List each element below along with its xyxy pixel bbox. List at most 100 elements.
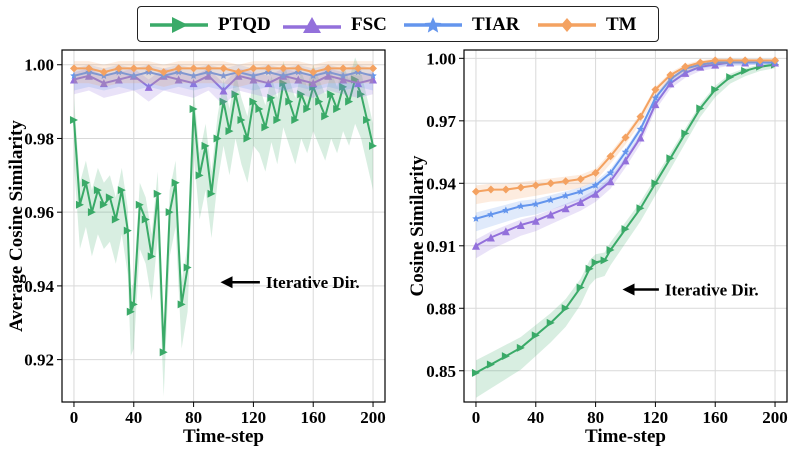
chart0-point-tm [249, 64, 258, 73]
chart1-point-fsc [531, 216, 540, 225]
chart1-point-ptqd [516, 343, 525, 352]
chart0-point-tm [354, 64, 363, 73]
chart0-point-ptqd [111, 215, 120, 224]
chart0-point-tm [309, 68, 318, 77]
chart1-point-ptqd [606, 245, 615, 254]
chart0-point-ptqd [69, 116, 78, 125]
legend-label-tm: TM [606, 14, 637, 35]
chart1-x-axis-label: Time-step [585, 426, 666, 447]
chart0-annotation-arrow-head [220, 276, 233, 289]
chart1-point-tm [711, 56, 720, 65]
chart1-point-fsc [576, 198, 585, 207]
chart0-x-tick-label: 0 [70, 408, 79, 427]
chart0-point-ptqd [105, 193, 114, 202]
chart1-point-tiar [651, 93, 660, 102]
chart0-point-tiar [249, 71, 258, 79]
chart0-point-ptqd [357, 90, 366, 99]
chart0-point-fsc [339, 75, 348, 84]
chart1-point-ptqd [531, 331, 540, 340]
chart1-point-fsc [681, 68, 690, 77]
legend-label-tiar: TIAR [472, 14, 520, 35]
chart0-point-ptqd [291, 116, 300, 125]
chart1-point-fsc [486, 233, 495, 242]
chart1-point-fsc [636, 133, 645, 142]
legend-item-fsc: FSC [281, 7, 387, 43]
chart1-point-fsc [501, 227, 510, 236]
chart0-point-fsc [69, 75, 78, 84]
chart1-x-tick-label: 200 [762, 408, 788, 427]
chart1-annotation-arrow-head [622, 283, 635, 296]
chart0-point-ptqd [171, 178, 180, 187]
legend-marker-tiar [404, 17, 462, 33]
chart1-point-fsc [561, 204, 570, 213]
chart0-point-tiar [130, 71, 138, 79]
chart1-series-ptqd [471, 60, 780, 398]
chart1-point-tiar [621, 148, 630, 156]
chart0-point-ptqd [213, 134, 222, 143]
chart1-point-ptqd [666, 154, 675, 163]
chart1-x-tick-label: 80 [587, 408, 604, 427]
chart0-point-fsc [99, 79, 108, 88]
chart1-point-fsc [666, 79, 675, 88]
chart0-point-ptqd [123, 226, 132, 235]
chart0-point-ptqd [225, 127, 234, 136]
chart0-point-tm [144, 64, 153, 73]
chart0-point-tm [219, 64, 228, 73]
chart1-point-tiar [606, 168, 615, 177]
chart1-point-tiar [532, 200, 540, 208]
chart0-y-tick-label: 1.00 [24, 56, 54, 75]
chart0-point-fsc [369, 75, 378, 84]
chart0-point-tm [324, 64, 333, 73]
chart0-point-ptqd [303, 104, 312, 113]
chart1-y-tick-label: 0.88 [426, 299, 456, 318]
chart1-point-tiar [517, 202, 525, 210]
chart1-point-tm [651, 85, 660, 94]
chart0-point-tm [114, 64, 123, 73]
chart0-point-fsc [189, 79, 198, 88]
chart0-y-tick-label: 0.96 [24, 203, 54, 222]
chart0-point-tiar [219, 71, 228, 79]
chart1-point-fsc [711, 60, 720, 69]
chart0-point-tm [339, 64, 348, 73]
chart0-point-tm [234, 68, 243, 77]
legend-label-ptqd: PTQD [218, 14, 271, 35]
chart1-x-tick-label: 0 [472, 408, 481, 427]
chart1-point-ptqd [486, 360, 495, 369]
chart1-point-ptqd [501, 352, 510, 361]
chart0-band-ptqd [74, 57, 373, 397]
chart0-point-tm [129, 64, 138, 73]
chart1-point-ptqd [741, 66, 750, 75]
chart0-point-fsc [204, 71, 213, 80]
chart1-x-tick-label: 120 [643, 408, 669, 427]
chart1-point-tm [696, 58, 705, 67]
chart1-band-tiar [476, 60, 775, 232]
chart0-y-tick-label: 0.92 [24, 351, 54, 370]
chart1-point-ptqd [576, 283, 585, 292]
chart0-x-axis-label: Time-step [183, 426, 264, 447]
chart1-point-fsc [606, 177, 615, 186]
chart1-y-tick-label: 0.94 [426, 174, 456, 193]
chart1-point-tm [606, 152, 615, 161]
chart1-point-ptqd [546, 318, 555, 327]
chart0-point-ptqd [345, 97, 354, 106]
chart1-y-tick-label: 1.00 [426, 49, 456, 68]
chart1-point-tm [591, 168, 600, 177]
chart0-point-ptqd [369, 141, 378, 150]
chart1-point-fsc [516, 220, 525, 229]
chart1-point-tm [516, 183, 525, 192]
chart0-point-ptqd [201, 141, 210, 150]
chart1-point-ptqd [696, 104, 705, 113]
chart0-point-tm [264, 64, 273, 73]
chart0-point-tm [69, 64, 78, 73]
chart0-x-tick-label: 120 [241, 408, 267, 427]
chart1-point-tm [636, 112, 645, 121]
chart0-point-ptqd [267, 93, 276, 102]
chart1-point-ptqd [621, 225, 630, 234]
chart1-point-tm [741, 56, 750, 65]
chart1-y-tick-label: 0.97 [426, 112, 456, 131]
chart0-point-ptqd [141, 215, 150, 224]
chart0-point-fsc [144, 82, 153, 91]
chart0-point-tm [369, 64, 378, 73]
chart0-point-ptqd [219, 97, 228, 106]
chart1-point-ptqd [561, 304, 570, 313]
